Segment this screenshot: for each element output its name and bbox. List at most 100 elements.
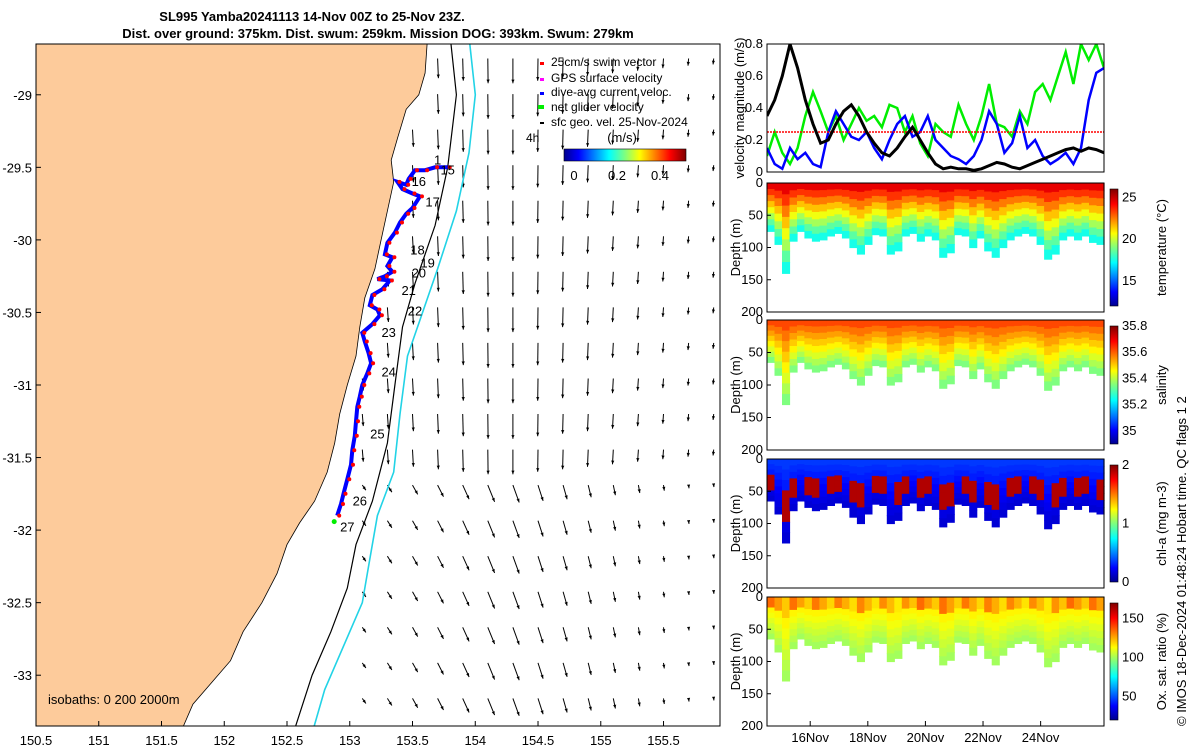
current-vector-71 [611, 236, 615, 251]
track-point-18 [392, 269, 397, 274]
velocity-series-1 [767, 66, 1104, 171]
current-vector-59 [636, 200, 640, 213]
current-vector-92 [436, 307, 440, 328]
current-vector-45 [611, 165, 615, 180]
current-vector-266 [687, 697, 691, 702]
track-point-12 [400, 220, 404, 225]
track-label-16: 16 [412, 174, 426, 189]
oxygen-ytick-4: 200 [741, 718, 763, 733]
track-point-41 [343, 491, 348, 496]
current-vector-122 [461, 378, 465, 401]
oxygen-ctick-2: 150 [1122, 611, 1144, 626]
current-vector-255 [412, 698, 419, 708]
current-vector-159 [636, 449, 640, 462]
velocity-panel: 0 0.2 0.4 0.6 0.8 velocity magnitude (m/s) [732, 36, 1105, 179]
oxygen-ytick-3: 150 [741, 686, 763, 701]
chl-a-colorbar [1109, 464, 1119, 583]
current-vector-204 [637, 556, 641, 565]
current-vector-20 [636, 94, 640, 107]
current-vector-241 [437, 662, 444, 675]
current-vector-57 [586, 200, 590, 218]
current-vector-205 [662, 556, 666, 562]
current-vector-2 [486, 58, 490, 84]
track-point-35 [357, 404, 362, 409]
current-vector-169 [512, 484, 520, 503]
current-vector-102 [686, 307, 690, 315]
current-vector-187 [587, 520, 592, 533]
current-vector-263 [612, 698, 617, 709]
temperature-ylabel: Depth (m) [728, 219, 743, 277]
current-vector-110 [536, 342, 540, 366]
current-vector-151 [436, 449, 440, 470]
current-vector-199 [512, 556, 520, 574]
track-end-marker [331, 519, 337, 525]
salinity-ctick-2: 35.4 [1122, 370, 1147, 385]
map-x-ticks: 150.5 151 151.5 152 152.5 153 153.5 154 154.5 155… [20, 721, 680, 748]
current-vector-115 [661, 342, 665, 353]
chl-a-ytick-0: 0 [756, 451, 763, 466]
current-vector-261 [562, 698, 568, 713]
map-xtick-1: 151 [88, 733, 110, 748]
current-vector-171 [562, 484, 568, 500]
current-vector-61 [686, 200, 690, 208]
current-vector-156 [561, 449, 565, 470]
current-vector-74 [686, 236, 690, 244]
current-vector-3 [511, 58, 515, 84]
current-vector-172 [587, 484, 592, 498]
current-vector-232 [587, 627, 592, 640]
current-vector-132 [711, 378, 715, 385]
track-point-30 [368, 351, 373, 356]
current-vector-222 [712, 590, 716, 594]
chl-a-ctick-1: 1 [1122, 516, 1129, 531]
current-vector-219 [637, 591, 641, 600]
salinity-ctick-4: 35.8 [1122, 318, 1147, 333]
track-label-19: 19 [420, 256, 434, 271]
legend-label-net: net glider velocity [551, 100, 644, 114]
current-vector-66 [486, 236, 490, 262]
current-vector-0 [436, 58, 440, 79]
current-vector-87 [661, 271, 665, 282]
current-vector-233 [612, 627, 617, 638]
current-vector-216 [562, 591, 568, 606]
oxygen-clabel: Ox. sat. ratio (%) [1154, 613, 1169, 711]
current-vector-4 [536, 58, 540, 81]
map-xtick-8: 154.5 [522, 733, 555, 748]
current-vector-58 [611, 200, 615, 216]
current-vector-35 [686, 129, 690, 137]
current-vector-210 [412, 591, 419, 602]
map-colorbar-tick-1: 0.2 [608, 168, 626, 183]
current-vector-80 [486, 271, 490, 297]
velocity-series [767, 44, 1104, 172]
current-vector-47 [661, 165, 665, 175]
current-vector-7 [611, 58, 615, 74]
velocity-series-0 [767, 44, 1104, 167]
current-vector-9 [661, 58, 665, 69]
current-vector-26 [461, 129, 465, 152]
velocity-ytick-2: 0.4 [745, 100, 763, 115]
current-vector-225 [412, 627, 419, 637]
current-vector-108 [486, 342, 490, 368]
current-vector-83 [561, 271, 565, 292]
current-vector-138 [486, 413, 490, 439]
current-vector-94 [486, 307, 490, 333]
current-vector-44 [586, 165, 590, 183]
current-vector-142 [586, 413, 590, 432]
current-vector-215 [537, 591, 544, 608]
current-vector-167 [462, 484, 470, 500]
current-vector-75 [711, 236, 715, 243]
current-vector-70 [586, 236, 590, 254]
current-vector-89 [711, 271, 715, 278]
current-vector-157 [586, 449, 590, 467]
current-vector-109 [511, 342, 515, 368]
current-vector-183 [487, 520, 496, 538]
velocity-ytick-1: 0.2 [745, 132, 763, 147]
chl-a-ctick-0: 0 [1122, 574, 1129, 589]
track-point-22 [382, 287, 387, 292]
track-label-15: 15 [440, 163, 454, 178]
salinity-ctick-0: 35 [1122, 423, 1136, 438]
map-xtick-2: 151.5 [145, 733, 178, 748]
current-vector-98 [586, 307, 590, 325]
track-point-32 [367, 371, 372, 376]
track-point-33 [362, 383, 367, 387]
